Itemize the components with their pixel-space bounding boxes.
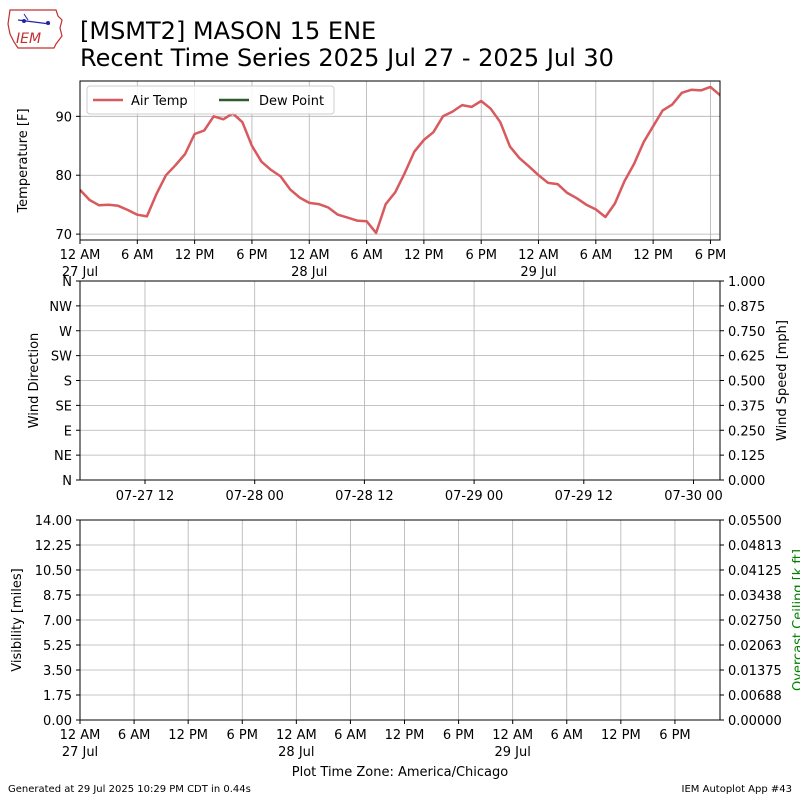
visibility-xtick-label: 12 PM	[601, 728, 641, 743]
temperature-ytick-label: 90	[55, 110, 72, 125]
temperature-xtick-label: 12 AM	[289, 248, 330, 263]
wind-xtick-label: 07-27 12	[116, 489, 174, 504]
visibility-xtick-label: 6 AM	[551, 728, 584, 743]
visibility-xtick-label: 6 PM	[659, 728, 690, 743]
ceiling-tick-label: 0.02063	[728, 639, 782, 654]
temperature-xtick-label: 6 AM	[580, 248, 613, 263]
wind-direction-tick-label: NE	[54, 449, 72, 464]
legend-box	[86, 85, 335, 115]
temperature-xtick-label: 12 AM	[518, 248, 559, 263]
wind-direction-tick-label: E	[64, 424, 72, 439]
temperature-xtick-label: 12 PM	[633, 248, 673, 263]
temperature-ytick-label: 70	[55, 228, 72, 243]
wind-speed-tick-label: 0.875	[728, 300, 765, 315]
ceiling-ylabel: Overcast Ceiling [k ft]	[791, 549, 800, 691]
temperature-xtick-label: 12 PM	[175, 248, 215, 263]
temperature-xtick-date: 29 Jul	[520, 265, 556, 280]
visibility-xtick-date: 28 Jul	[278, 745, 314, 760]
temperature-panel: 12 AM 27 Jul 6 AM 12 PM 6 PM 12 AM 28 Jul 6 AM 1…	[16, 80, 726, 280]
wind-xtick-label: 07-29 12	[555, 489, 613, 504]
temperature-xtick-label: 6 AM	[121, 248, 154, 263]
ceiling-tick-label: 0.02750	[728, 614, 782, 629]
wind-direction-tick-label: N	[62, 275, 72, 290]
visibility-tick-label: 14.00	[35, 514, 72, 529]
visibility-xtick-label: 6 AM	[118, 728, 151, 743]
temperature-xtick-label: 6 PM	[236, 248, 267, 263]
wind-direction-tick-label: W	[59, 325, 72, 340]
temperature-xtick-label: 6 AM	[350, 248, 383, 263]
visibility-xtick-label: 6 AM	[334, 728, 367, 743]
iem-logo: IEM	[4, 6, 66, 50]
wind-speed-tick-label: 0.250	[728, 424, 765, 439]
wind-speed-tick-label: 0.625	[728, 350, 765, 365]
wind-direction-ylabel: Wind Direction	[27, 333, 42, 429]
ceiling-tick-label: 0.00000	[728, 714, 782, 729]
visibility-xtick-label: 12 AM	[276, 728, 317, 743]
visibility-tick-label: 8.75	[43, 589, 72, 604]
visibility-ylabel: Visibility [miles]	[10, 568, 25, 671]
ceiling-tick-label: 0.05500	[728, 514, 782, 529]
wind-xtick-label: 07-30 00	[664, 489, 722, 504]
chart-title-line1: [MSMT2] MASON 15 ENE	[80, 17, 377, 45]
wind-speed-ylabel: Wind Speed [mph]	[775, 320, 790, 441]
wind-xtick-label: 07-28 12	[335, 489, 393, 504]
visibility-tick-label: 7.00	[43, 614, 72, 629]
footer-generated: Generated at 29 Jul 2025 10:29 PM CDT in…	[8, 784, 251, 795]
air-temp-line	[80, 85, 720, 235]
temperature-ylabel: Temperature [F]	[16, 108, 31, 213]
footer-app: IEM Autoplot App #43	[681, 784, 792, 795]
wind-speed-tick-label: 1.000	[728, 275, 765, 290]
temperature-xtick-label: 12 AM	[60, 248, 101, 263]
visibility-xtick-label: 12 AM	[60, 728, 101, 743]
visibility-xlabel: Plot Time Zone: America/Chicago	[292, 765, 508, 780]
wind-panel: N 0.000 NE 0.125 E 0.250 SE 0.375 S 0.500 SW 0.625 W…	[27, 275, 790, 504]
wind-xtick-label: 07-29 00	[445, 489, 503, 504]
wind-direction-tick-label: N	[62, 474, 72, 489]
temperature-ytick-label: 80	[55, 169, 72, 184]
temperature-xtick-label: 6 PM	[465, 248, 496, 263]
visibility-panel: 0.00 0.00000 1.75 0.00688 3.50 0.01375 5.25 0.0…	[10, 514, 800, 780]
visibility-tick-label: 3.50	[43, 664, 72, 679]
legend-dew-point-label: Dew Point	[259, 94, 324, 109]
visibility-tick-label: 5.25	[43, 639, 72, 654]
chart-title-line2: Recent Time Series 2025 Jul 27 - 2025 Ju…	[80, 44, 614, 72]
temperature-axes-frame	[79, 80, 721, 241]
wind-speed-tick-label: 0.750	[728, 325, 765, 340]
wind-direction-tick-label: NW	[49, 300, 72, 315]
wind-speed-tick-label: 0.000	[728, 474, 765, 489]
visibility-tick-label: 1.75	[43, 689, 72, 704]
visibility-xtick-label: 6 PM	[227, 728, 258, 743]
visibility-tick-label: 10.50	[35, 564, 72, 579]
visibility-xtick-label: 12 PM	[168, 728, 208, 743]
wind-direction-tick-label: SW	[51, 350, 72, 365]
ceiling-tick-label: 0.03438	[728, 589, 782, 604]
temperature-xtick-label: 6 PM	[695, 248, 726, 263]
legend: Air Temp Dew Point	[86, 85, 335, 115]
logo-text: IEM	[16, 31, 41, 47]
wind-direction-tick-label: S	[64, 375, 72, 390]
ceiling-tick-label: 0.04125	[728, 564, 782, 579]
wind-speed-tick-label: 0.375	[728, 399, 765, 414]
temperature-xtick-label: 12 PM	[404, 248, 444, 263]
visibility-xtick-label: 6 PM	[443, 728, 474, 743]
wind-speed-tick-label: 0.500	[728, 375, 765, 390]
wind-speed-tick-label: 0.125	[728, 449, 765, 464]
visibility-tick-label: 12.25	[35, 539, 72, 554]
wind-xtick-label: 07-28 00	[225, 489, 283, 504]
temperature-xtick-date: 28 Jul	[291, 265, 327, 280]
wind-direction-tick-label: SE	[56, 399, 72, 414]
visibility-xtick-date: 27 Jul	[62, 745, 98, 760]
iowa-map-icon: IEM	[7, 9, 63, 49]
visibility-xtick-label: 12 PM	[385, 728, 425, 743]
temperature-xtick-date: 27 Jul	[62, 265, 98, 280]
visibility-tick-label: 0.00	[43, 714, 72, 729]
visibility-xtick-date: 29 Jul	[494, 745, 530, 760]
ceiling-tick-label: 0.00688	[728, 689, 782, 704]
ceiling-tick-label: 0.04813	[728, 539, 782, 554]
ceiling-tick-label: 0.01375	[728, 664, 782, 679]
legend-air-temp-label: Air Temp	[131, 94, 188, 109]
visibility-xtick-label: 12 AM	[492, 728, 533, 743]
